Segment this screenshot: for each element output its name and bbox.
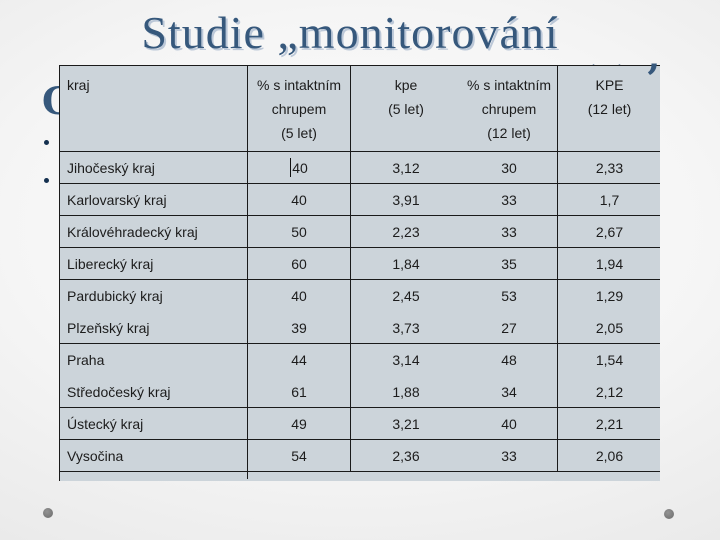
- table-bottom-strip: [60, 472, 660, 481]
- cell-value: 2,21: [595, 415, 624, 432]
- cell-value: 2,23: [392, 223, 420, 240]
- cell-region-name: Vysočina: [60, 440, 248, 471]
- footer-dot-left-icon: [43, 508, 53, 518]
- text-cursor: [290, 158, 292, 177]
- table-row: Středočeský kraj 61 1,88 34 2,12: [60, 376, 660, 408]
- cell-value: 27: [461, 312, 558, 343]
- footer-dot-right-icon: [664, 509, 674, 519]
- table-row: Jihočeský kraj 40 3,12 30 2,33: [60, 152, 660, 184]
- cell-value: 2,33: [595, 159, 624, 176]
- cell-value: 1,29: [595, 288, 624, 304]
- header-cell-pct-intaktni-5: % s intaktním chrupem (5 let): [248, 66, 351, 151]
- cell-value: 2,67: [595, 223, 624, 240]
- cell-value: 33: [461, 184, 558, 215]
- cell-region-name: Plzeňský kraj: [60, 312, 248, 343]
- cell-value: 1,54: [595, 352, 624, 368]
- cell-region-name: Královéhradecký kraj: [60, 216, 248, 247]
- cell-value: 2,05: [595, 319, 624, 336]
- cell-value: 39: [248, 312, 351, 343]
- list-bullet-icon: [44, 178, 49, 183]
- table-row: Ústecký kraj 49 3,21 40 2,21: [60, 408, 660, 440]
- table-row: Vysočina 54 2,36 33 2,06: [60, 440, 660, 472]
- table-header-row: kraj% s intaktním chrupem (5 let) kpe (5 let…: [60, 66, 660, 152]
- cell-value: 34: [461, 376, 558, 407]
- cell-value: 40: [248, 152, 351, 183]
- table-row: Praha 44 3,14 48 1,54: [60, 344, 660, 376]
- table-body: Jihočeský kraj 40 3,12 30 2,33 Karlovarský kr…: [60, 152, 660, 472]
- table-row: Karlovarský kraj 40 3,91 33 1,7: [60, 184, 660, 216]
- title-fragment-quote: ’: [646, 56, 660, 103]
- header-cell-kpe-5: kpe (5 let): [388, 77, 424, 117]
- cell-value: 2,36: [392, 447, 420, 464]
- slide-title: Studie „monitorování: [141, 7, 559, 58]
- cell-value: 3,14: [392, 352, 420, 368]
- cell-value: 2,06: [595, 447, 624, 464]
- cell-value: 53: [461, 280, 558, 312]
- cell-value: 50: [248, 216, 351, 247]
- cell-value: 3,91: [392, 191, 420, 208]
- cell-value: 1,94: [595, 255, 624, 272]
- cell-value: 1,88: [392, 383, 420, 400]
- column-divider-stub: [247, 472, 248, 479]
- cell-value: 61: [248, 376, 351, 407]
- cell-value: 33: [461, 216, 558, 247]
- cell-region-name: Jihočeský kraj: [60, 152, 248, 183]
- header-cell-kraj: kraj: [60, 66, 248, 151]
- cell-region-name: Liberecký kraj: [60, 248, 248, 279]
- cell-value: 48: [461, 344, 558, 376]
- cell-value: 49: [248, 408, 351, 439]
- cell-region-name: Pardubický kraj: [60, 280, 248, 312]
- cell-value: 30: [461, 152, 558, 183]
- data-table: kraj% s intaktním chrupem (5 let) kpe (5 let…: [59, 65, 660, 481]
- cell-value: 40: [248, 280, 351, 312]
- cell-region-name: Středočeský kraj: [60, 376, 248, 407]
- cell-value: 1,84: [392, 255, 420, 272]
- cell-region-name: Ústecký kraj: [60, 408, 248, 439]
- cell-value: 44: [248, 344, 351, 376]
- list-bullet-icon: [44, 140, 49, 145]
- table-row: Pardubický kraj 40 2,45 53 1,29: [60, 280, 660, 312]
- cell-value: 3,12: [392, 159, 420, 176]
- header-cell-kpe-12: KPE (12 let): [587, 77, 632, 117]
- table-row: Liberecký kraj 60 1,84 35 1,94: [60, 248, 660, 280]
- cell-value: 60: [248, 248, 351, 279]
- cell-region-name: Praha: [60, 344, 248, 376]
- cell-value: 2,12: [595, 383, 624, 400]
- cell-value: 3,21: [392, 415, 420, 432]
- cell-value: 40: [248, 184, 351, 215]
- cell-value: 1,7: [599, 191, 620, 208]
- cell-value: 2,45: [392, 288, 420, 304]
- cell-value: 54: [248, 440, 351, 471]
- table-row: Plzeňský kraj 39 3,73 27 2,05: [60, 312, 660, 344]
- cell-value: 3,73: [392, 319, 420, 336]
- cell-value: 40: [461, 408, 558, 439]
- table-row: Královéhradecký kraj 50 2,23 33 2,67: [60, 216, 660, 248]
- cell-region-name: Karlovarský kraj: [60, 184, 248, 215]
- cell-value: 35: [461, 248, 558, 279]
- header-cell-pct-intaktni-12: % s intaktním chrupem (12 let): [461, 66, 558, 151]
- cell-value: 33: [461, 440, 558, 471]
